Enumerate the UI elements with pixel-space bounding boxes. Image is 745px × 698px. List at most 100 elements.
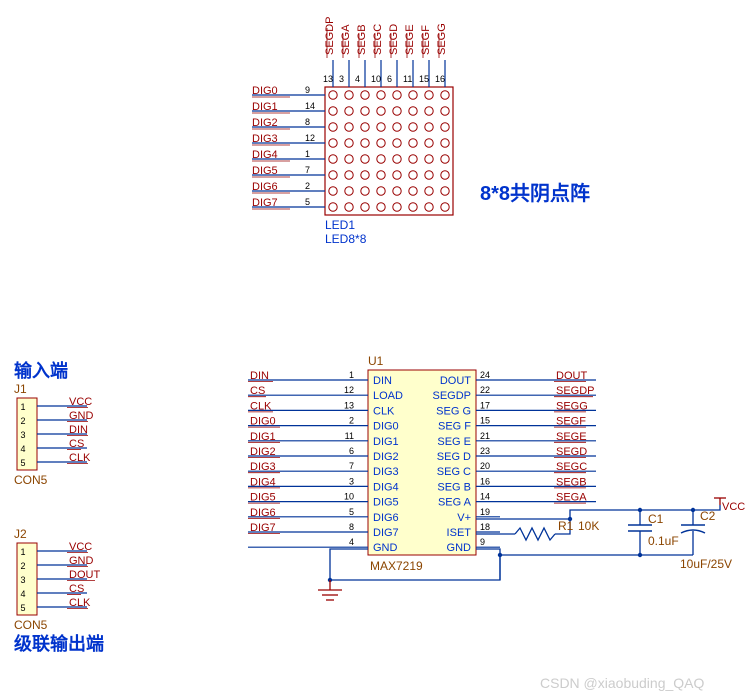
svg-text:5: 5: [20, 603, 25, 613]
svg-text:DIN: DIN: [250, 370, 269, 382]
svg-text:ISET: ISET: [447, 527, 472, 539]
svg-text:2: 2: [349, 416, 354, 426]
svg-text:CLK: CLK: [373, 405, 395, 417]
svg-text:7: 7: [349, 461, 354, 471]
svg-text:SEG A: SEG A: [438, 497, 472, 509]
svg-text:4: 4: [355, 74, 360, 84]
svg-text:GND: GND: [373, 542, 398, 554]
svg-text:11: 11: [345, 431, 354, 441]
out-title: 级联输出端: [14, 633, 104, 654]
svg-text:4: 4: [349, 537, 354, 547]
svg-text:15: 15: [419, 74, 429, 84]
svg-text:11: 11: [403, 74, 412, 84]
svg-text:DIG2: DIG2: [250, 446, 276, 458]
svg-text:CLK: CLK: [250, 400, 272, 412]
svg-text:13: 13: [344, 400, 354, 410]
svg-text:DIG0: DIG0: [373, 421, 399, 433]
svg-text:DIG5: DIG5: [252, 165, 278, 177]
matrix-dots: [329, 91, 449, 211]
svg-text:SEG D: SEG D: [437, 451, 471, 463]
svg-text:DIG5: DIG5: [373, 497, 399, 509]
svg-text:6: 6: [387, 74, 392, 84]
svg-text:DIG1: DIG1: [373, 436, 399, 448]
svg-text:CS: CS: [250, 385, 265, 397]
svg-text:SEGG: SEGG: [556, 400, 588, 412]
svg-text:DIG1: DIG1: [250, 431, 276, 443]
svg-text:3: 3: [20, 575, 25, 585]
connector-j2: 1VCC2GND3DOUT4CS5CLK: [17, 541, 100, 615]
svg-text:DIG0: DIG0: [252, 85, 278, 97]
svg-text:SEGE: SEGE: [556, 431, 587, 443]
svg-text:2: 2: [305, 181, 310, 191]
svg-text:14: 14: [305, 101, 315, 111]
svg-text:SEGD: SEGD: [556, 446, 587, 458]
svg-text:8: 8: [349, 522, 354, 532]
svg-text:12: 12: [344, 385, 354, 395]
svg-text:GND: GND: [69, 410, 94, 422]
svg-text:SEG F: SEG F: [438, 421, 471, 433]
svg-text:SEGE: SEGE: [404, 24, 416, 55]
svg-text:SEGA: SEGA: [340, 24, 352, 55]
ic-ref: U1: [368, 354, 384, 368]
svg-text:SEGC: SEGC: [556, 461, 587, 473]
c2-ref: C2: [700, 509, 716, 523]
svg-text:DIN: DIN: [373, 375, 392, 387]
svg-text:SEGA: SEGA: [556, 492, 587, 504]
svg-text:VCC: VCC: [69, 396, 92, 408]
svg-text:5: 5: [349, 507, 354, 517]
j1-part: CON5: [14, 473, 48, 487]
in-title: 输入端: [14, 360, 68, 381]
svg-text:CS: CS: [69, 438, 84, 450]
svg-text:DIG6: DIG6: [252, 181, 278, 193]
gnd-symbol: [318, 580, 342, 600]
svg-text:GND: GND: [447, 542, 472, 554]
power-net: R1 10K C1 0.1uF C2 10uF/25V VCC: [476, 498, 745, 580]
svg-text:SEGG: SEGG: [436, 23, 448, 55]
svg-text:1: 1: [20, 402, 25, 412]
svg-text:DIG4: DIG4: [252, 149, 278, 161]
svg-text:DIG2: DIG2: [252, 117, 278, 129]
svg-text:1: 1: [349, 370, 354, 380]
j1-ref: J1: [14, 382, 27, 396]
vcc-label: VCC: [722, 501, 745, 513]
svg-text:DIG3: DIG3: [250, 461, 276, 473]
svg-text:14: 14: [480, 492, 490, 502]
svg-text:SEGB: SEGB: [356, 24, 368, 55]
svg-text:DIG1: DIG1: [252, 101, 278, 113]
svg-text:DIG4: DIG4: [250, 476, 276, 488]
svg-text:DIG3: DIG3: [373, 466, 399, 478]
svg-text:SEGDP: SEGDP: [432, 390, 471, 402]
svg-text:21: 21: [480, 431, 490, 441]
svg-text:SEGF: SEGF: [420, 25, 432, 55]
svg-text:3: 3: [20, 430, 25, 440]
svg-text:8: 8: [305, 117, 310, 127]
svg-text:CLK: CLK: [69, 597, 91, 609]
svg-text:7: 7: [305, 165, 310, 175]
svg-text:9: 9: [480, 537, 485, 547]
svg-text:3: 3: [339, 74, 344, 84]
matrix-title: 8*8共阴点阵: [480, 181, 590, 205]
svg-text:SEG C: SEG C: [437, 466, 471, 478]
svg-text:4: 4: [20, 444, 25, 454]
svg-text:23: 23: [480, 446, 490, 456]
svg-text:DIG0: DIG0: [250, 416, 276, 428]
matrix-ref: LED1: [325, 218, 355, 232]
svg-text:2: 2: [20, 416, 25, 426]
svg-text:10: 10: [371, 74, 381, 84]
svg-text:5: 5: [20, 458, 25, 468]
svg-text:DOUT: DOUT: [69, 569, 100, 581]
ic-part: MAX7219: [370, 559, 423, 573]
svg-text:17: 17: [480, 400, 490, 410]
svg-text:16: 16: [480, 476, 490, 486]
svg-text:DIG4: DIG4: [373, 481, 399, 493]
svg-text:12: 12: [305, 133, 315, 143]
svg-text:DIG7: DIG7: [250, 522, 276, 534]
svg-text:SEG E: SEG E: [437, 436, 471, 448]
svg-text:DIG2: DIG2: [373, 451, 399, 463]
svg-text:9: 9: [305, 85, 310, 95]
svg-text:22: 22: [480, 385, 490, 395]
r1-val: 10K: [578, 519, 599, 533]
svg-text:16: 16: [435, 74, 445, 84]
svg-text:DIN: DIN: [69, 424, 88, 436]
gnd-wire-left: [330, 549, 368, 580]
